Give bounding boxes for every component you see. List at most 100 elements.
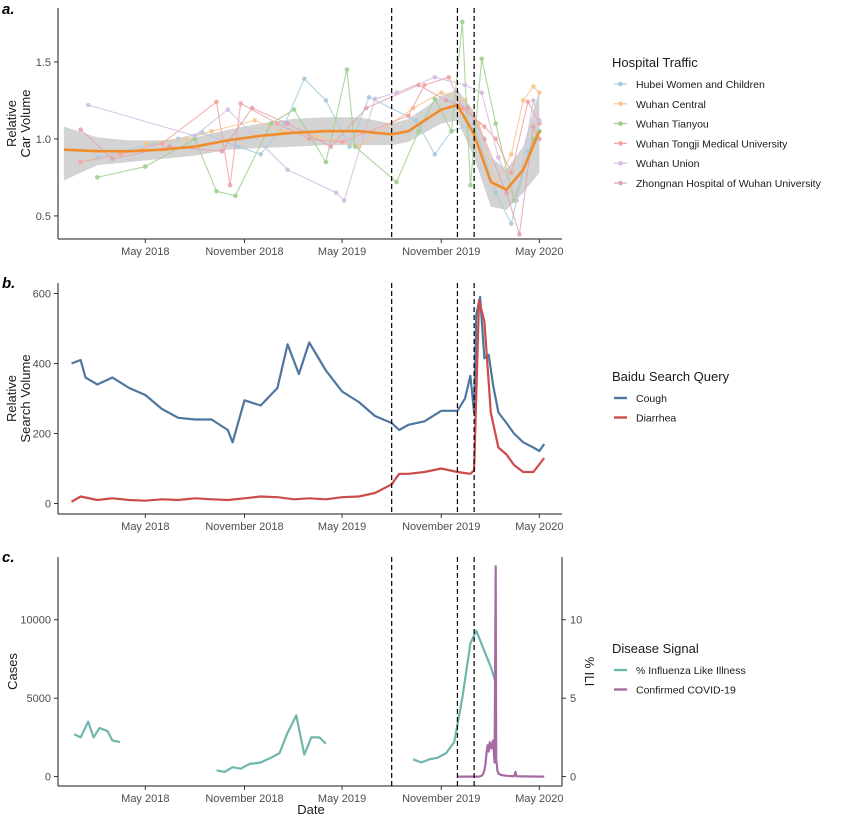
data-point [406,113,411,119]
data-point [531,98,536,103]
x-tick-label: November 2018 [205,246,283,258]
legend-label: Hubei Women and Children [636,79,765,91]
data-point [95,175,100,180]
series-line [145,85,540,186]
series-line [216,714,327,774]
data-point [252,118,257,123]
data-point [537,136,542,142]
x-axis-title: Date [297,802,324,817]
legend-key-point [618,81,623,87]
y-tick-label: 1.5 [36,57,51,69]
plot-area [63,19,542,237]
data-point [279,128,285,134]
legend-key-point [618,160,623,166]
data-point [110,156,115,162]
x-tick-label: May 2020 [515,246,563,258]
data-point [537,90,542,95]
data-point [192,133,198,139]
data-point [238,101,243,106]
data-point [285,167,290,172]
legend-key-point [618,121,623,126]
data-point [183,136,189,142]
data-point [117,152,123,157]
data-point [394,179,399,185]
data-point [520,98,526,103]
legend-key-point [618,101,623,107]
series-line [457,565,545,778]
data-point [366,95,372,100]
x-tick-label: May 2019 [318,793,366,805]
y-tick-label: 1.0 [36,134,51,146]
data-point [479,90,485,95]
data-point [416,82,421,88]
data-point [465,105,471,111]
legend-label: Diarrhea [636,413,676,425]
data-point [306,136,312,142]
x-tick-label: May 2018 [121,793,169,805]
data-point [443,98,449,103]
y-right-tick-label: 0 [570,772,576,784]
x-tick-label: November 2019 [402,246,480,258]
y-tick-label: 10000 [20,615,51,627]
y-axis-title: Relative [4,375,19,422]
y-axis-right-title: % ILI [582,657,597,687]
data-point [509,170,514,176]
series-line [80,84,540,235]
data-point [275,121,280,126]
data-point [314,133,320,139]
legend-key-point [618,180,623,186]
data-point [209,128,214,134]
data-point [285,121,290,126]
data-point [537,118,542,123]
legend: Baidu Search Query Cough Diarrhea [612,369,730,425]
data-point [302,76,307,82]
series-line [412,629,497,764]
data-point [227,182,233,188]
data-point [482,124,487,129]
data-point [85,102,91,108]
data-point [341,198,347,203]
legend-title: Hospital Traffic [612,55,698,70]
data-point [479,56,485,62]
data-point [493,190,499,196]
data-point [219,148,225,154]
data-point [249,105,255,111]
legend: Disease Signal % Influenza Like Illness Co… [612,641,746,697]
x-tick-label: May 2019 [318,246,366,258]
legend-label: Zhongnan Hospital of Wuhan University [636,178,822,190]
data-point [482,136,487,142]
data-point [344,67,350,72]
data-point [416,128,421,134]
y-tick-label: 0.5 [36,211,51,223]
data-point [509,221,514,226]
panel-label: a. [2,1,15,18]
data-point [493,121,499,126]
y-tick-label: 5000 [27,693,51,705]
data-point [514,198,519,203]
series-line [70,299,546,503]
x-tick-label: November 2019 [402,793,480,805]
data-point [446,75,452,80]
data-point [439,90,444,95]
panel-baidu-search: b. May 2018 November 2018 May 2019 November … [2,275,730,533]
legend-title: Disease Signal [612,641,699,656]
confidence-band [63,89,540,210]
y-tick-label: 600 [33,289,51,301]
data-point [235,144,241,149]
data-point [175,136,181,142]
data-point [462,82,468,88]
plot-area [70,295,546,503]
data-point [291,107,297,112]
data-point [509,152,514,157]
legend-title: Baidu Search Query [612,369,730,384]
data-point [214,99,219,105]
data-point [339,139,345,145]
data-point [422,82,427,88]
data-point [432,75,438,80]
y-tick-label: 0 [45,499,51,511]
y-tick-label: 400 [33,359,51,371]
data-point [347,144,352,149]
legend-label: Confirmed COVID-19 [636,685,736,697]
data-point [468,182,473,188]
data-point [449,128,454,134]
